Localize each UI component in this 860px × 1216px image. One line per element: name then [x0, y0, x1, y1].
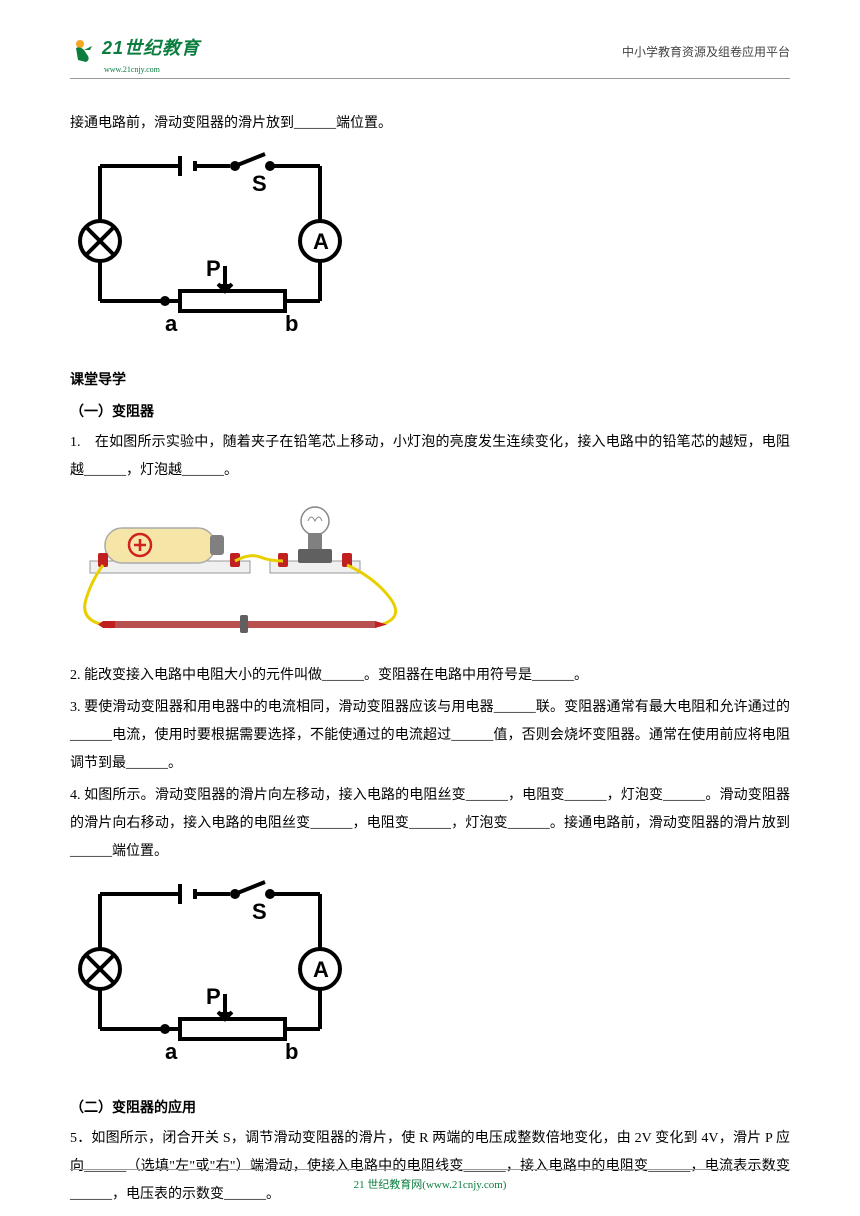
- circuit-diagram-2: S A P a b: [70, 874, 790, 1085]
- section-2-title: （二）变阻器的应用: [70, 1093, 790, 1121]
- svg-text:A: A: [313, 229, 329, 254]
- footer-text: 21 世纪教育网(www.21cnjy.com): [354, 1179, 507, 1191]
- document-content: 接通电路前，滑动变阻器的滑片放到______端位置。: [70, 110, 790, 1209]
- question-3: 3. 要使滑动变阻器和用电器中的电流相同，滑动变阻器应该与用电器______联。…: [70, 694, 790, 778]
- section-heading: 课堂导学: [70, 365, 790, 393]
- section-1-title: （一）变阻器: [70, 397, 790, 425]
- logo-icon: [70, 36, 102, 68]
- svg-text:P: P: [206, 256, 221, 281]
- svg-text:a: a: [165, 1039, 178, 1064]
- svg-text:A: A: [313, 957, 329, 982]
- logo-text: 21世纪教育: [102, 38, 200, 58]
- battery-circuit-diagram: [70, 493, 790, 654]
- svg-text:b: b: [285, 311, 298, 336]
- page-footer: 21 世纪教育网(www.21cnjy.com): [70, 1169, 790, 1196]
- logo-url: www.21cnjy.com: [104, 66, 200, 74]
- question-4: 4. 如图所示。滑动变阻器的滑片向左移动，接入电路的电阻丝变______，电阻变…: [70, 782, 790, 866]
- svg-text:S: S: [252, 171, 267, 196]
- logo: 21世纪教育 www.21cnjy.com: [70, 30, 200, 74]
- svg-text:P: P: [206, 984, 221, 1009]
- page-header: 21世纪教育 www.21cnjy.com 中小学教育资源及组卷应用平台: [70, 30, 790, 79]
- circuit-diagram-1: S A P a b: [70, 146, 790, 357]
- header-subtitle: 中小学教育资源及组卷应用平台: [622, 40, 790, 64]
- question-5: 5．如图所示，闭合开关 S，调节滑动变阻器的滑片，使 R 两端的电压成整数倍地变…: [70, 1125, 790, 1209]
- svg-text:S: S: [252, 899, 267, 924]
- svg-text:a: a: [165, 311, 178, 336]
- question-2: 2. 能改变接入电路中电阻大小的元件叫做______。变阻器在电路中用符号是__…: [70, 662, 790, 690]
- question-1: 1. 在如图所示实验中，随着夹子在铅笔芯上移动，小灯泡的亮度发生连续变化，接入电…: [70, 429, 790, 485]
- intro-paragraph: 接通电路前，滑动变阻器的滑片放到______端位置。: [70, 110, 790, 138]
- svg-text:b: b: [285, 1039, 298, 1064]
